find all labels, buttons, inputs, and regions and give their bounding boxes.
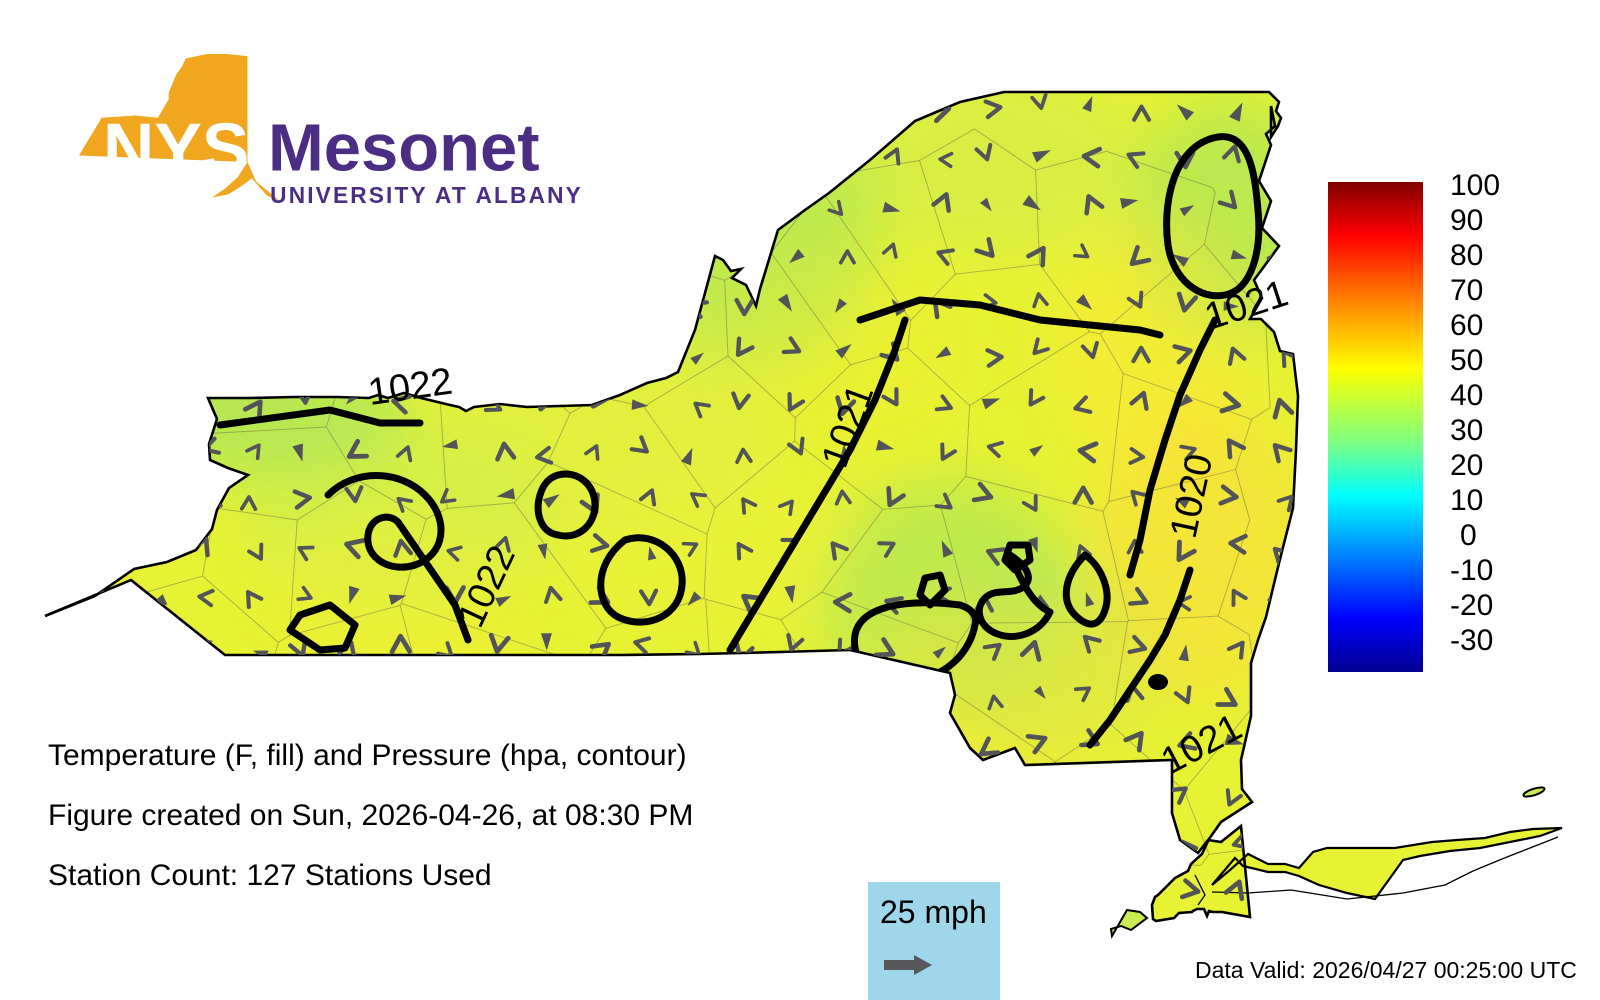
svg-text:50: 50 xyxy=(1450,344,1483,377)
svg-text:25 mph: 25 mph xyxy=(880,894,987,930)
svg-text:Mesonet: Mesonet xyxy=(268,111,540,186)
svg-text:40: 40 xyxy=(1450,379,1483,412)
svg-text:0: 0 xyxy=(1460,519,1477,552)
svg-text:30: 30 xyxy=(1450,414,1483,447)
svg-text:20: 20 xyxy=(1450,449,1483,482)
svg-text:Station Count: 127 Stations Us: Station Count: 127 Stations Used xyxy=(48,859,492,892)
svg-text:-10: -10 xyxy=(1450,554,1493,587)
svg-text:-30: -30 xyxy=(1450,624,1493,657)
svg-text:-20: -20 xyxy=(1450,589,1493,622)
svg-text:90: 90 xyxy=(1450,204,1483,237)
svg-text:Figure created on Sun, 2026-04: Figure created on Sun, 2026-04-26, at 08… xyxy=(48,799,693,832)
svg-text:80: 80 xyxy=(1450,239,1483,272)
svg-text:100: 100 xyxy=(1450,169,1500,202)
svg-text:UNIVERSITY AT ALBANY: UNIVERSITY AT ALBANY xyxy=(270,182,583,208)
svg-text:60: 60 xyxy=(1450,309,1483,342)
svg-text:NYS: NYS xyxy=(103,109,250,189)
svg-text:70: 70 xyxy=(1450,274,1483,307)
svg-text:Temperature (F, fill) and Pres: Temperature (F, fill) and Pressure (hpa,… xyxy=(48,739,687,772)
svg-text:Data Valid: 2026/04/27 00:25:0: Data Valid: 2026/04/27 00:25:00 UTC xyxy=(1195,957,1577,983)
svg-text:10: 10 xyxy=(1450,484,1483,517)
